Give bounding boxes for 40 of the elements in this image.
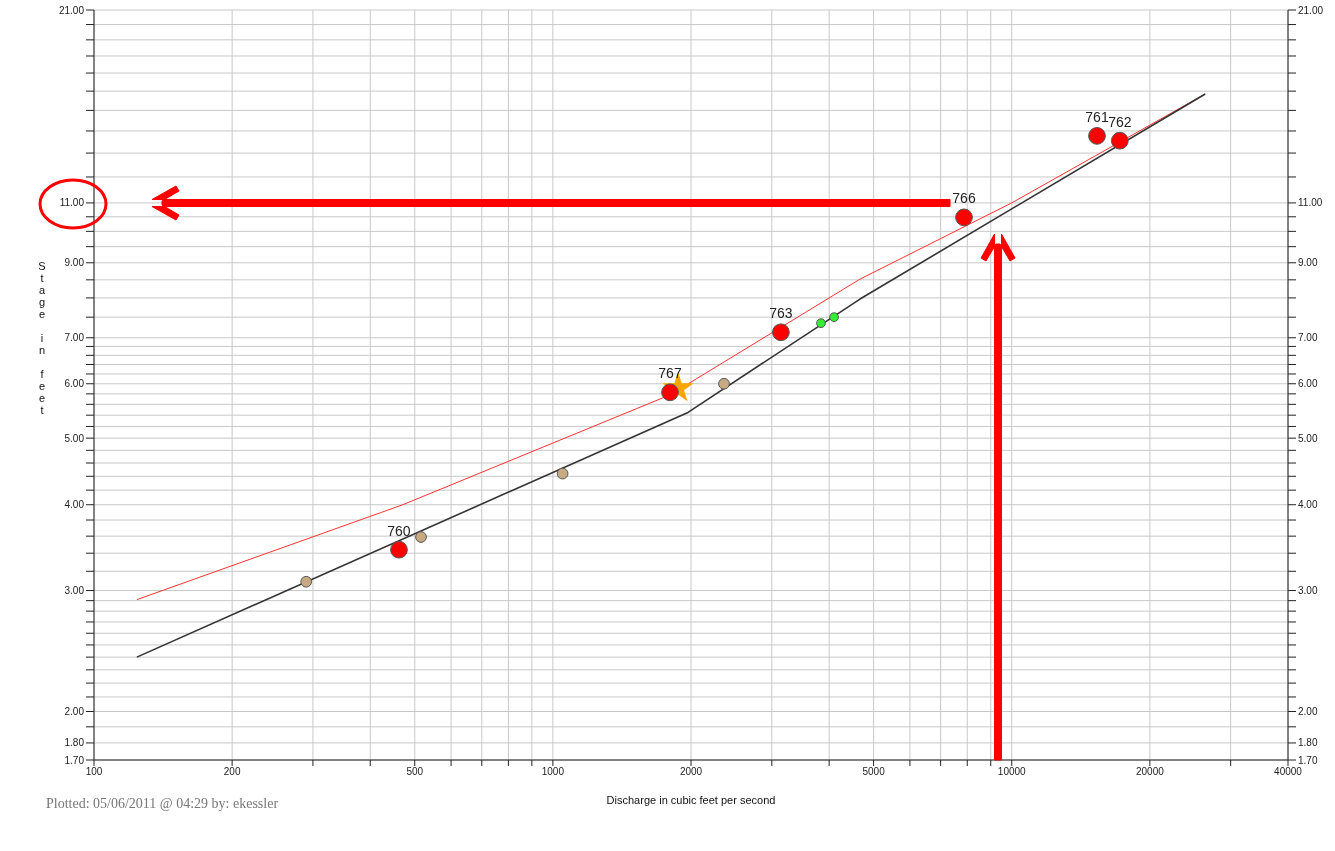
text: 21.00: [1298, 4, 1324, 16]
y-tick-label: 1.80: [64, 737, 85, 749]
y-tick-label: 5.00: [64, 432, 85, 444]
text: 1.70: [1298, 754, 1318, 766]
x-tick-label: 500: [406, 766, 424, 778]
text: 6.00: [1298, 378, 1318, 390]
text: 4.00: [1298, 499, 1318, 511]
annotation: 761: [1085, 108, 1109, 125]
y-tick-label: 9.00: [64, 257, 85, 269]
y-tick-label: 21.00: [58, 4, 85, 16]
text: 9.00: [1298, 257, 1318, 269]
x-tick-label: 1000: [541, 766, 565, 778]
x-tick-label: 20000: [1135, 766, 1165, 778]
annotation: 763: [769, 305, 793, 322]
annotation: 760: [387, 522, 411, 539]
annotation: 766: [952, 190, 976, 207]
y-tick-label: 7.00: [64, 332, 85, 344]
y-tick-label: 6.00: [64, 378, 85, 390]
y-tick-label: 1.70: [64, 754, 85, 766]
y-tick-label: 3.00: [64, 585, 85, 597]
y-axis-title: Stage in feet: [36, 260, 48, 416]
text: 3.00: [1298, 585, 1318, 597]
text: 11.00: [1298, 197, 1323, 209]
text: 1.80: [1298, 737, 1318, 749]
annotation: 762: [1108, 113, 1132, 130]
x-tick-label: 40000: [1274, 766, 1303, 778]
x-axis-title: Discharge in cubic feet per second: [606, 794, 776, 806]
text: 5.00: [1298, 432, 1318, 444]
x-tick-label: 2000: [679, 766, 703, 778]
x-tick-label: 200: [223, 766, 241, 778]
text: Plotted: 05/06/2011 @ 04:29 by: ekessler: [46, 796, 279, 812]
text: 2.00: [1298, 706, 1318, 718]
y-tick-label: 4.00: [64, 499, 85, 511]
annotation: 767: [658, 365, 682, 382]
text: 7.00: [1298, 332, 1318, 344]
x-tick-label: 5000: [862, 766, 886, 778]
x-tick-label: 10000: [997, 766, 1027, 778]
y-tick-label: 11.00: [59, 197, 85, 209]
x-tick-label: 100: [85, 766, 103, 778]
y-tick-label: 2.00: [64, 706, 85, 718]
